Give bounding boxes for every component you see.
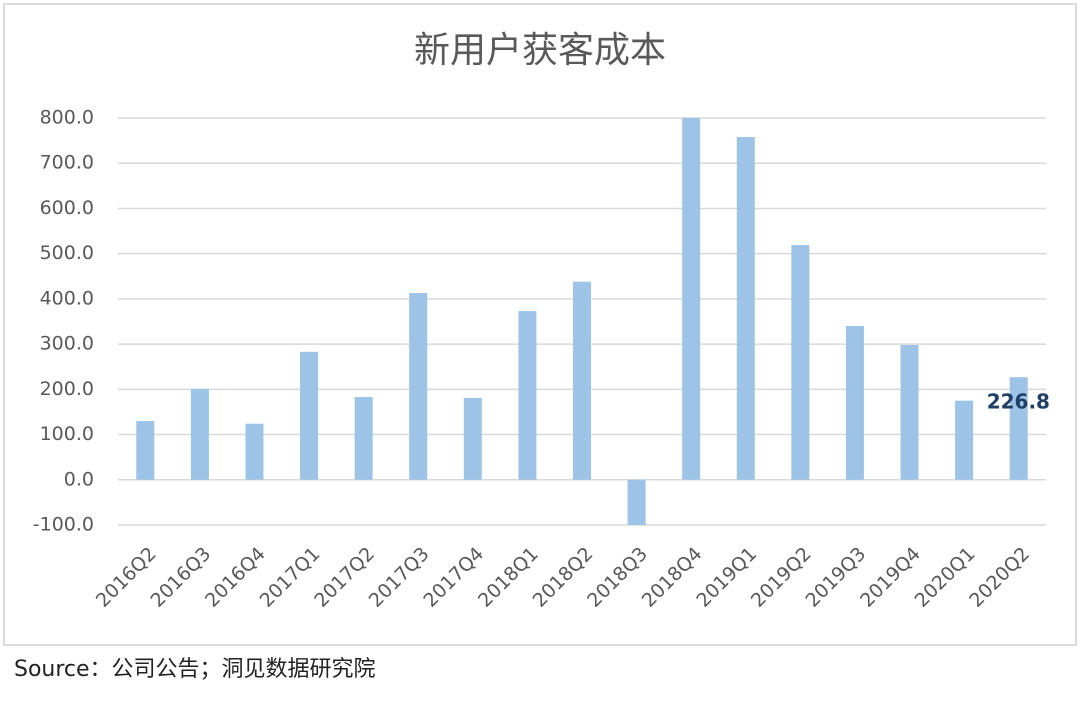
bar — [354, 397, 373, 480]
bar — [955, 400, 974, 480]
y-tick-label: 100.0 — [40, 423, 94, 445]
y-tick-label: 800.0 — [40, 107, 94, 129]
chart-title: 新用户获客成本 — [414, 30, 666, 71]
y-tick-label: 300.0 — [40, 333, 94, 355]
y-tick-label: 700.0 — [40, 152, 94, 174]
bar — [190, 388, 209, 480]
bar — [463, 397, 482, 480]
y-tick-label: 0.0 — [64, 468, 94, 490]
bar — [518, 311, 537, 480]
bar — [627, 479, 646, 525]
source-note: Source：公司公告；洞见数据研究院 — [14, 657, 376, 682]
y-tick-label: 200.0 — [40, 378, 94, 400]
bar — [573, 281, 591, 480]
bar — [791, 245, 810, 480]
bar — [1009, 377, 1028, 480]
bar — [409, 293, 428, 480]
bar — [900, 345, 919, 480]
y-tick-label: 500.0 — [40, 242, 94, 264]
y-tick-label: 600.0 — [40, 197, 94, 219]
data-label: 226.8 — [987, 390, 1050, 414]
y-tick-label: 400.0 — [40, 287, 94, 309]
bar — [245, 423, 264, 480]
bar — [845, 326, 864, 480]
bar — [300, 351, 319, 480]
bar — [682, 118, 701, 480]
bar — [736, 136, 755, 480]
chart-frame — [3, 3, 1077, 646]
y-tick-label: -100.0 — [33, 514, 94, 536]
bar — [136, 420, 155, 480]
